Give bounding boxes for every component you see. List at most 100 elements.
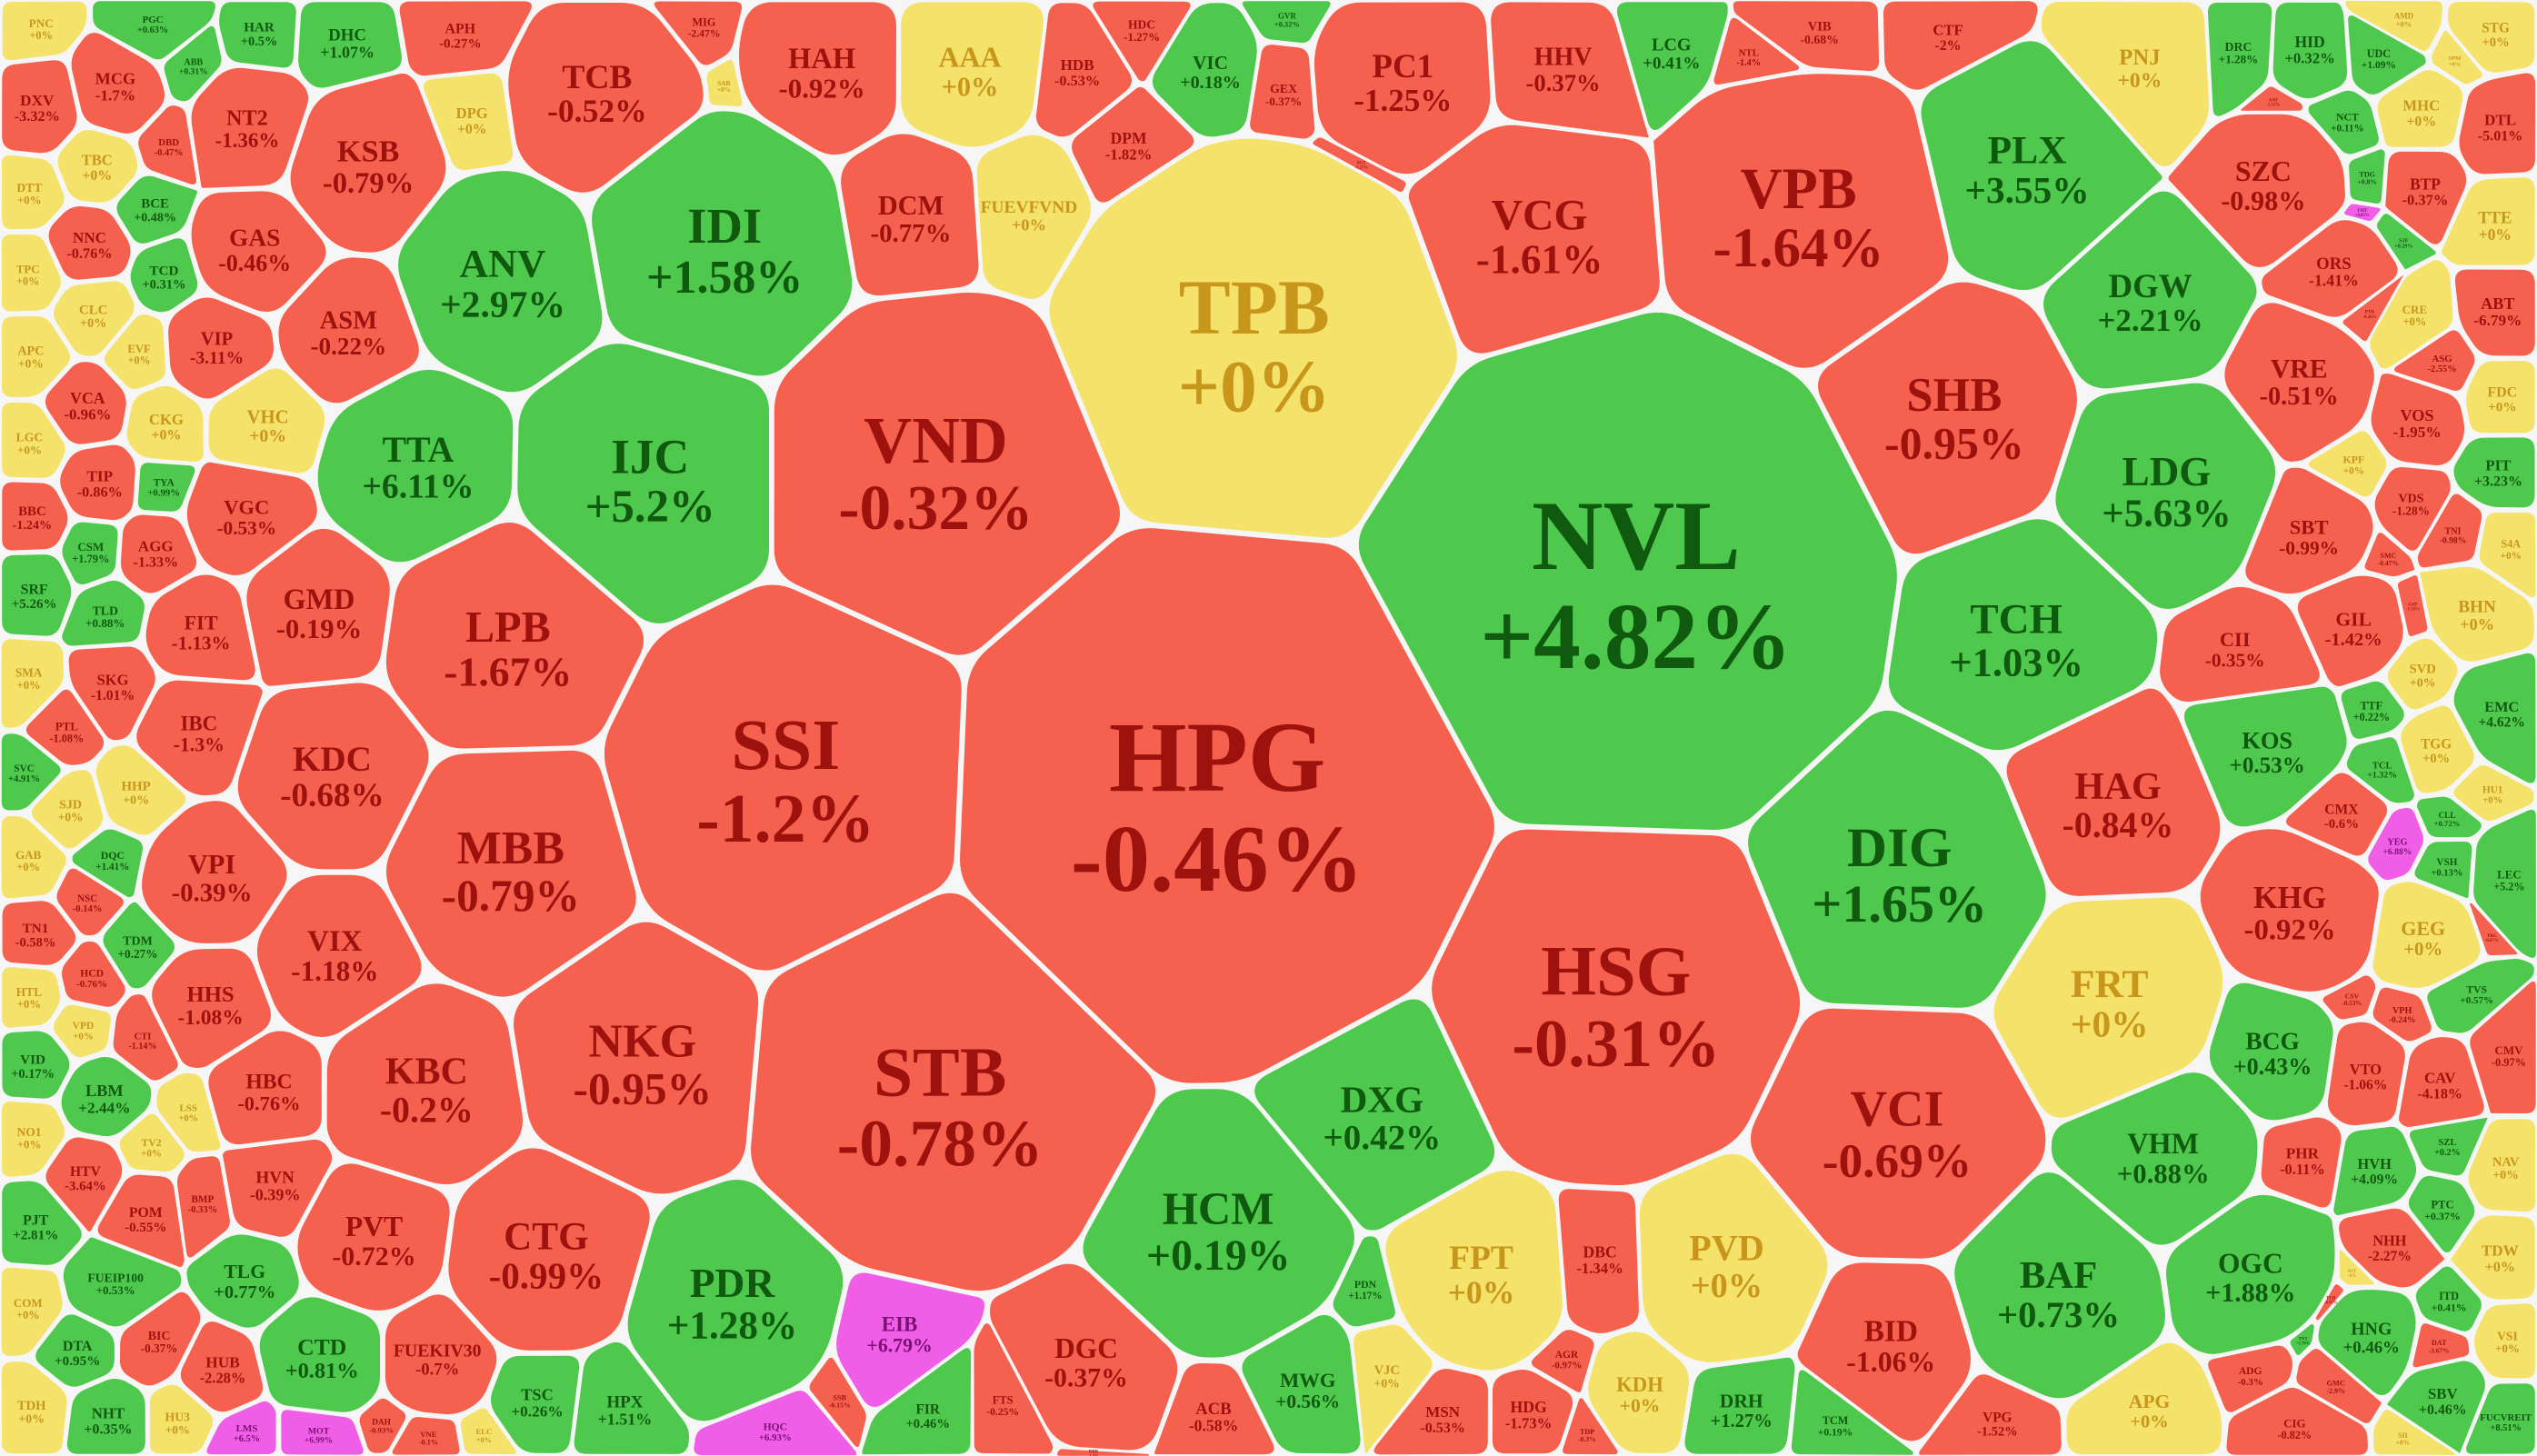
- heatmap-cell[interactable]: TNI-0.98%: [2417, 494, 2482, 568]
- heatmap-cell[interactable]: HAR+0.5%: [219, 2, 296, 68]
- heatmap-cell[interactable]: TNT+3.78%: [2290, 1323, 2314, 1355]
- heatmap-cell[interactable]: TV2+0%: [119, 1113, 185, 1172]
- heatmap-cell[interactable]: NHH-2.27%: [2339, 1208, 2445, 1288]
- heatmap-cell[interactable]: DPM-1.82%: [1072, 86, 1194, 203]
- heatmap-cell[interactable]: KBC-0.2%: [326, 983, 524, 1185]
- heatmap-cell[interactable]: KPF+0%: [2308, 431, 2387, 497]
- heatmap-cell[interactable]: EVF+0%: [104, 314, 166, 390]
- heatmap-cell[interactable]: HTV-3.64%: [45, 1137, 123, 1232]
- heatmap-cell[interactable]: BHN+0%: [2420, 566, 2534, 662]
- heatmap-cell[interactable]: TPC+0%: [1, 234, 61, 312]
- heatmap-cell[interactable]: CAV-4.18%: [2399, 1037, 2484, 1127]
- heatmap-cell[interactable]: HPX+1.51%: [574, 1341, 690, 1454]
- heatmap-cell[interactable]: MIG-2.47%: [654, 1, 743, 65]
- heatmap-cell[interactable]: TTE+0%: [2442, 177, 2535, 265]
- heatmap-cell[interactable]: SJD+0%: [31, 770, 104, 849]
- heatmap-cell[interactable]: PDN+1.17%: [1333, 1236, 1395, 1327]
- heatmap-cell[interactable]: ANV+2.97%: [398, 171, 603, 393]
- heatmap-cell[interactable]: SVD+0%: [2387, 638, 2458, 710]
- heatmap-cell[interactable]: ELC+0%: [460, 1408, 516, 1455]
- heatmap-cell[interactable]: TMT+6.85%: [2344, 204, 2381, 221]
- heatmap-cell[interactable]: HAG-0.84%: [2006, 688, 2221, 896]
- heatmap-cell[interactable]: VIB-0.68%: [1733, 1, 1880, 72]
- heatmap-cell[interactable]: TBC+0%: [57, 129, 138, 203]
- heatmap-cell[interactable]: APH-0.27%: [399, 1, 532, 76]
- heatmap-cell[interactable]: BID-1.06%: [1797, 1262, 1971, 1441]
- heatmap-cell[interactable]: FUCVREIT+8.51%: [2466, 1383, 2535, 1454]
- heatmap-cell[interactable]: DAH-0.93%: [359, 1398, 406, 1453]
- heatmap-cell[interactable]: ASM-0.22%: [278, 257, 419, 404]
- heatmap-cell[interactable]: TCB-0.52%: [508, 2, 704, 193]
- heatmap-cell[interactable]: FUEIP100+0.53%: [63, 1237, 182, 1327]
- heatmap-cell[interactable]: HCD-0.76%: [62, 941, 125, 1007]
- heatmap-cell[interactable]: CMX-0.6%: [2285, 773, 2388, 856]
- heatmap-cell[interactable]: ADG-0.3%: [2208, 1345, 2293, 1412]
- heatmap-cell[interactable]: SRF+5.26%: [2, 554, 72, 636]
- heatmap-cell[interactable]: CLL+0.72%: [2416, 796, 2482, 838]
- heatmap-cell[interactable]: AMD+0%: [2345, 1, 2442, 51]
- heatmap-cell[interactable]: TCL+1.32%: [2346, 737, 2414, 803]
- heatmap-cell[interactable]: DTA+0.95%: [35, 1314, 115, 1387]
- heatmap-cell[interactable]: TCD+0.31%: [130, 238, 198, 313]
- heatmap-cell[interactable]: NTL-1.4%: [1713, 17, 1800, 85]
- heatmap-cell[interactable]: SZL+0.2%: [2409, 1117, 2488, 1176]
- heatmap-cell[interactable]: VSH+0.13%: [2414, 841, 2472, 898]
- heatmap-cell[interactable]: SAB+0%: [706, 59, 743, 107]
- heatmap-cell[interactable]: DIG+1.65%: [1748, 710, 2046, 1008]
- heatmap-cell[interactable]: KOS+0.53%: [2183, 686, 2347, 827]
- heatmap-cell[interactable]: IBC-1.3%: [136, 680, 263, 796]
- heatmap-cell[interactable]: SBV+0.46%: [2387, 1361, 2485, 1453]
- heatmap-cell[interactable]: GSP-1.33%: [2397, 575, 2428, 636]
- heatmap-cell[interactable]: VIC+0.18%: [1152, 3, 1257, 137]
- heatmap-cell[interactable]: ORS-1.41%: [2262, 220, 2398, 317]
- heatmap-cell[interactable]: TBG-0.67%: [2469, 903, 2518, 956]
- heatmap-cell[interactable]: BCG+0.43%: [2209, 982, 2333, 1121]
- heatmap-cell[interactable]: EMC+4.62%: [2453, 653, 2536, 783]
- heatmap-cell[interactable]: AGR-0.97%: [1531, 1330, 1594, 1392]
- heatmap-cell[interactable]: VPH-0.24%: [2372, 987, 2432, 1042]
- heatmap-cell[interactable]: BCE+0.48%: [116, 175, 198, 244]
- heatmap-cell[interactable]: BMP-0.33%: [176, 1156, 230, 1258]
- heatmap-cell[interactable]: NSC-0.14%: [56, 868, 124, 936]
- heatmap-cell[interactable]: VCA-0.96%: [45, 362, 126, 444]
- heatmap-cell[interactable]: DTL-5.01%: [2459, 73, 2536, 175]
- heatmap-cell[interactable]: FUEVFVND+0%: [976, 135, 1091, 299]
- heatmap-cell[interactable]: ACB-0.58%: [1154, 1362, 1274, 1455]
- heatmap-cell[interactable]: SVC+4.91%: [1, 733, 61, 811]
- heatmap-cell[interactable]: TTA+6.11%: [317, 369, 514, 563]
- heatmap-cell[interactable]: GEG+0%: [2372, 882, 2481, 988]
- heatmap-cell[interactable]: MWG+0.56%: [1242, 1314, 1361, 1454]
- heatmap-cell[interactable]: TDP-0.3%: [1563, 1398, 1618, 1455]
- heatmap-cell[interactable]: CTD+0.81%: [259, 1297, 380, 1412]
- heatmap-cell[interactable]: FPT+0%: [1385, 1171, 1563, 1371]
- heatmap-cell[interactable]: VIP-3.11%: [168, 297, 275, 399]
- heatmap-cell[interactable]: TPB+0%: [1049, 138, 1457, 538]
- heatmap-cell[interactable]: TIP-0.86%: [60, 444, 135, 521]
- heatmap-cell[interactable]: CSM+1.79%: [62, 522, 118, 585]
- heatmap-cell[interactable]: TDG+0.8%: [2349, 149, 2385, 204]
- heatmap-cell[interactable]: PNJ+0%: [2041, 2, 2210, 166]
- heatmap-cell[interactable]: CLC+0%: [54, 281, 135, 356]
- heatmap-cell[interactable]: HCM+0.19%: [1083, 1089, 1354, 1358]
- heatmap-cell[interactable]: GMD-0.19%: [246, 528, 390, 686]
- heatmap-cell[interactable]: PTB-0.26%: [2342, 274, 2404, 342]
- heatmap-cell[interactable]: PIT+3.23%: [2453, 437, 2535, 508]
- heatmap-cell[interactable]: CIG-0.82%: [2226, 1387, 2368, 1455]
- heatmap-cell[interactable]: BAF+0.73%: [1954, 1172, 2165, 1399]
- heatmap-cell[interactable]: PTC+0.37%: [2408, 1175, 2475, 1253]
- heatmap-cell[interactable]: PC1-1.25%: [1313, 2, 1491, 175]
- heatmap-cell[interactable]: LDG+5.63%: [2055, 383, 2276, 609]
- heatmap-cell[interactable]: SMA+0%: [1, 639, 65, 728]
- heatmap-cell[interactable]: BIC-0.37%: [119, 1291, 201, 1386]
- heatmap-cell[interactable]: SBT-0.99%: [2245, 467, 2373, 594]
- heatmap-cell[interactable]: HU1+0%: [2453, 764, 2534, 822]
- heatmap-cell[interactable]: HNG+0.46%: [2318, 1290, 2416, 1396]
- heatmap-cell[interactable]: FTS-0.25%: [974, 1323, 1054, 1454]
- heatmap-cell[interactable]: GVR+0.32%: [1242, 1, 1331, 44]
- heatmap-cell[interactable]: GIL-1.42%: [2297, 575, 2403, 687]
- heatmap-cell[interactable]: HHS-1.08%: [152, 948, 272, 1068]
- heatmap-cell[interactable]: VIX-1.18%: [256, 874, 422, 1038]
- heatmap-cell[interactable]: MCG-1.7%: [71, 33, 165, 134]
- heatmap-cell[interactable]: FUEKIV30-0.7%: [385, 1294, 497, 1415]
- heatmap-cell[interactable]: PHR-0.11%: [2261, 1117, 2342, 1208]
